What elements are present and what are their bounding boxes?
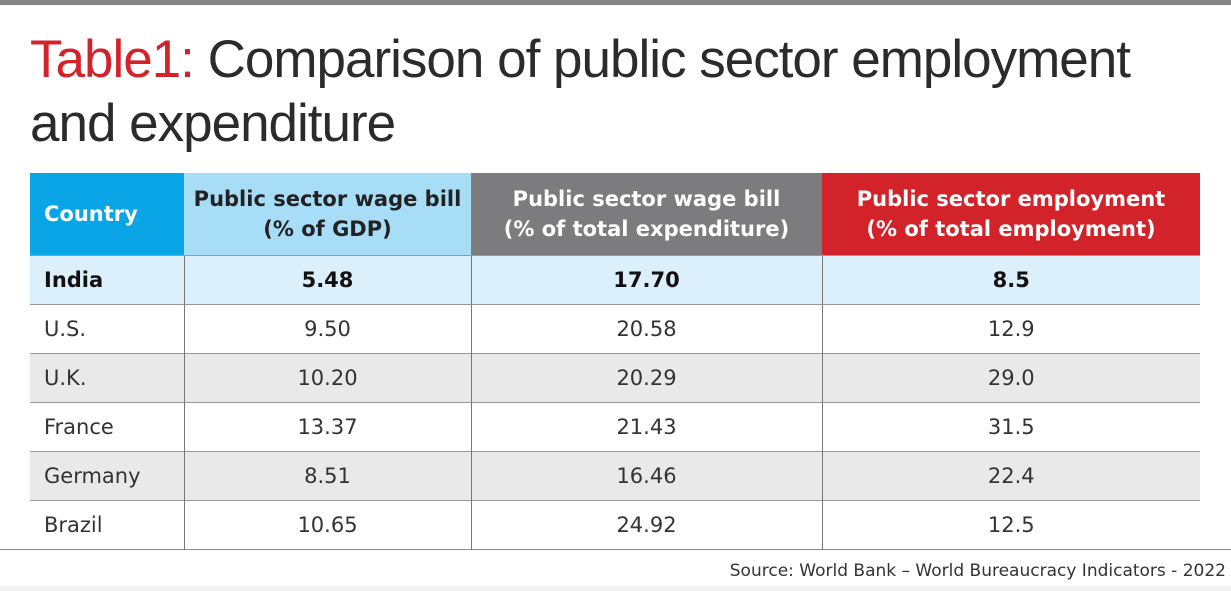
title-text: Comparison of public sector employment a… [30,30,1131,153]
column-header: Country [30,173,184,256]
column-header: Public sector wage bill (% of GDP) [184,173,471,256]
country-cell: India [30,255,184,305]
source-note: Source: World Bank – World Bureaucracy I… [729,561,1226,581]
header-text: Public sector wage bill [193,187,462,211]
header-text: Public sector employment [856,187,1166,211]
value-cell: 10.20 [183,353,471,403]
country-cell: France [30,402,184,452]
bottom-rule [0,549,1231,550]
value-cell: 12.5 [821,500,1200,549]
header-row: Country Public sector wage bill (% of GDP)… [30,173,1200,256]
value-cell: 24.92 [470,500,822,549]
table-row: Brazil 10.65 24.92 12.5 [30,500,1200,549]
country-cell: U.S. [30,304,184,354]
title-lead: Table1: [30,30,195,89]
value-cell: 31.5 [821,402,1200,452]
value-cell: 16.46 [470,451,822,501]
page-title: Table1: Comparison of public sector empl… [30,28,1131,156]
value-cell: 13.37 [183,402,471,452]
table-row: Germany 8.51 16.46 22.4 [30,451,1200,501]
header-text: (% of GDP) [263,217,392,241]
value-cell: 20.29 [470,353,822,403]
value-cell: 22.4 [821,451,1200,501]
comparison-table: Country Public sector wage bill (% of GDP)… [30,173,1200,549]
value-cell: 21.43 [470,402,822,452]
value-cell: 5.48 [183,255,471,305]
value-cell: 29.0 [821,353,1200,403]
country-cell: U.K. [30,353,184,403]
value-cell: 12.9 [821,304,1200,354]
top-rule [0,0,1231,5]
footer-strip [0,586,1231,591]
header-text: (% of total employment) [866,217,1156,241]
table-row: France 13.37 21.43 31.5 [30,402,1200,452]
header-text: Country [44,202,138,226]
header-text: Public sector wage bill [512,187,781,211]
table-row: India 5.48 17.70 8.5 [30,255,1200,305]
column-header: Public sector wage bill (% of total expen… [471,173,822,256]
value-cell: 8.51 [183,451,471,501]
value-cell: 10.65 [183,500,471,549]
value-cell: 8.5 [821,255,1200,305]
header-text: (% of total expenditure) [503,217,790,241]
country-cell: Germany [30,451,184,501]
table-row: U.S. 9.50 20.58 12.9 [30,304,1200,354]
value-cell: 20.58 [470,304,822,354]
table-row: U.K. 10.20 20.29 29.0 [30,353,1200,403]
value-cell: 9.50 [183,304,471,354]
column-header: Public sector employment (% of total empl… [822,173,1200,256]
value-cell: 17.70 [470,255,822,305]
country-cell: Brazil [30,500,184,549]
